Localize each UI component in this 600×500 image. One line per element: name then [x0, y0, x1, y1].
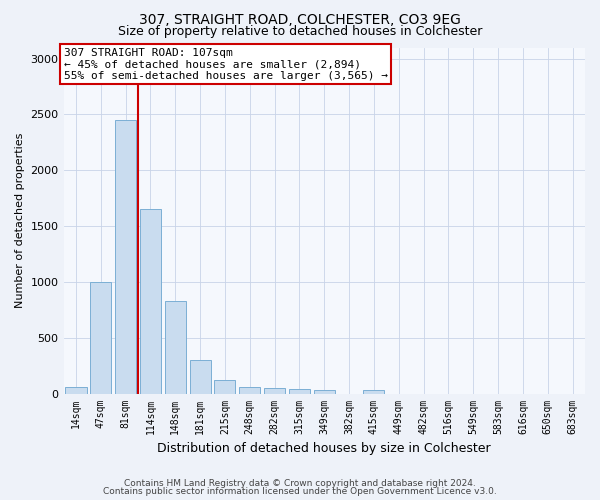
Y-axis label: Number of detached properties: Number of detached properties — [15, 133, 25, 308]
Bar — [289, 388, 310, 394]
Text: 307 STRAIGHT ROAD: 107sqm
← 45% of detached houses are smaller (2,894)
55% of se: 307 STRAIGHT ROAD: 107sqm ← 45% of detac… — [64, 48, 388, 80]
Text: 307, STRAIGHT ROAD, COLCHESTER, CO3 9EG: 307, STRAIGHT ROAD, COLCHESTER, CO3 9EG — [139, 12, 461, 26]
Bar — [214, 380, 235, 394]
Bar — [140, 210, 161, 394]
Bar — [115, 120, 136, 394]
X-axis label: Distribution of detached houses by size in Colchester: Distribution of detached houses by size … — [157, 442, 491, 455]
Text: Contains HM Land Registry data © Crown copyright and database right 2024.: Contains HM Land Registry data © Crown c… — [124, 478, 476, 488]
Bar — [165, 301, 186, 394]
Bar — [90, 282, 112, 394]
Text: Contains public sector information licensed under the Open Government Licence v3: Contains public sector information licen… — [103, 488, 497, 496]
Bar — [239, 388, 260, 394]
Text: Size of property relative to detached houses in Colchester: Size of property relative to detached ho… — [118, 25, 482, 38]
Bar — [364, 390, 385, 394]
Bar — [264, 388, 285, 394]
Bar — [314, 390, 335, 394]
Bar — [190, 360, 211, 394]
Bar — [65, 387, 86, 394]
